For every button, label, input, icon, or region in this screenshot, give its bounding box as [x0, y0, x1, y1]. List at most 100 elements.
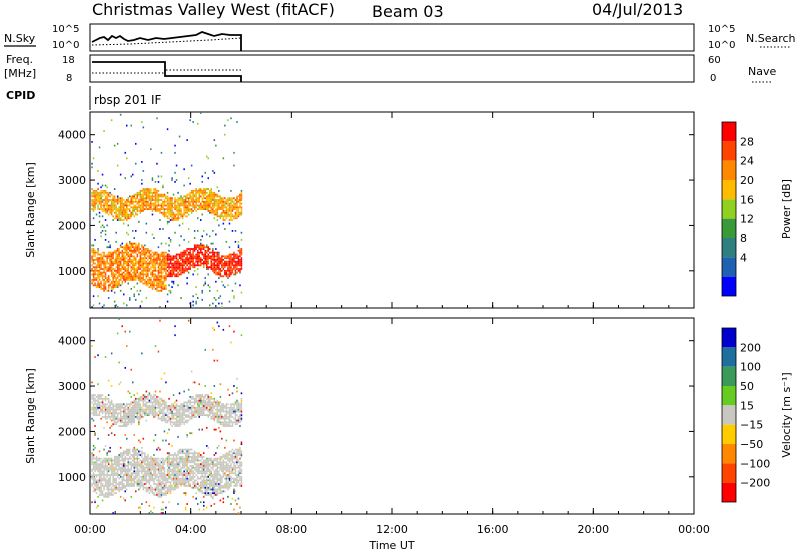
- heatmap-cell: [165, 486, 167, 489]
- heatmap-cell: [177, 412, 179, 415]
- heatmap-cell: [92, 419, 95, 422]
- heatmap-cell: [127, 224, 130, 227]
- heatmap-cell: [166, 463, 169, 466]
- heatmap-cell: [103, 466, 105, 469]
- heatmap-cell: [160, 268, 163, 270]
- heatmap-cell: [91, 191, 93, 194]
- heatmap-cell: [92, 157, 95, 160]
- freq-trace: [92, 61, 242, 82]
- heatmap-cell: [110, 211, 113, 214]
- heatmap-cell: [189, 253, 191, 256]
- heatmap-cell: [201, 399, 204, 402]
- heatmap-cell: [190, 255, 193, 258]
- heatmap-cell: [219, 215, 222, 218]
- heatmap-cell: [135, 457, 137, 460]
- heatmap-cell: [91, 452, 93, 455]
- heatmap-cell: [115, 200, 117, 203]
- heatmap-cell: [203, 486, 205, 489]
- heatmap-cell: [126, 468, 128, 471]
- heatmap-cell: [160, 377, 163, 380]
- heatmap-cell: [165, 406, 167, 409]
- heatmap-cell: [115, 213, 117, 216]
- heatmap-cell: [139, 210, 142, 212]
- heatmap-cell: [124, 410, 127, 413]
- heatmap-cell: [203, 403, 205, 406]
- heatmap-cell: [169, 477, 172, 480]
- heatmap-cell: [204, 171, 207, 174]
- heatmap-cell: [110, 490, 113, 493]
- heatmap-cell: [180, 423, 182, 426]
- heatmap-cell: [207, 268, 210, 270]
- heatmap-cell: [142, 271, 145, 274]
- heatmap-cell: [154, 190, 157, 192]
- heatmap-cell: [124, 262, 127, 265]
- heatmap-cell: [178, 459, 181, 462]
- heatmap-cell: [209, 248, 211, 250]
- heatmap-cell: [139, 403, 142, 406]
- heatmap-cell: [132, 381, 134, 384]
- heatmap-cell: [189, 448, 191, 451]
- heatmap-cell: [206, 251, 208, 254]
- heatmap-cell: [116, 257, 119, 260]
- heatmap-cell: [150, 266, 152, 269]
- heatmap-cell: [153, 472, 155, 475]
- heatmap-cell: [113, 275, 116, 278]
- heatmap-cell: [222, 210, 225, 212]
- heatmap-cell: [127, 233, 130, 236]
- heatmap-cell: [178, 202, 181, 205]
- heatmap-cell: [160, 492, 163, 495]
- heatmap-cell: [197, 410, 199, 413]
- heatmap-cell: [126, 273, 128, 276]
- heatmap-cell: [130, 199, 133, 201]
- heatmap-cell: [193, 190, 196, 192]
- heatmap-cell: [148, 255, 151, 258]
- heatmap-cell: [126, 244, 128, 247]
- heatmap-cell: [92, 271, 95, 274]
- heatmap-cell: [212, 210, 214, 212]
- heatmap-cell: [162, 202, 164, 205]
- heatmap-cell: [180, 406, 182, 409]
- heatmap-cell: [118, 271, 120, 274]
- heatmap-cell: [215, 269, 217, 272]
- heatmap-cell: [135, 200, 137, 203]
- heatmap-cell: [198, 459, 201, 462]
- heatmap-cell: [184, 408, 187, 411]
- heatmap-cell: [92, 249, 95, 252]
- heatmap-cell: [200, 264, 202, 267]
- heatmap-cell: [187, 455, 190, 458]
- heatmap-cell: [115, 199, 117, 201]
- heatmap-cell: [156, 204, 158, 207]
- heatmap-cell: [181, 251, 184, 254]
- heatmap-cell: [171, 200, 173, 203]
- heatmap-cell: [126, 208, 128, 211]
- heatmap-cell: [186, 262, 188, 265]
- heatmap-cell: [97, 486, 99, 489]
- heatmap-cell: [123, 459, 125, 462]
- heatmap-cell: [106, 197, 108, 200]
- heatmap-cell: [177, 206, 179, 209]
- heatmap-cell: [144, 259, 146, 261]
- heatmap-cell: [132, 210, 134, 212]
- heatmap-cell: [153, 483, 155, 485]
- heatmap-cell: [138, 399, 140, 402]
- heatmap-cell: [200, 206, 202, 209]
- heatmap-cell: [203, 412, 205, 415]
- heatmap-cell: [107, 470, 110, 473]
- heatmap-cell: [165, 494, 167, 496]
- heatmap-cell: [153, 191, 155, 194]
- heatmap-cell: [138, 202, 140, 205]
- heatmap-cell: [139, 197, 142, 200]
- heatmap-cell: [95, 396, 98, 398]
- heatmap-cell: [92, 193, 95, 196]
- heatmap-cell: [112, 199, 114, 201]
- heatmap-cell: [210, 260, 213, 263]
- heatmap-cell: [203, 477, 205, 480]
- heatmap-cell: [198, 190, 201, 192]
- heatmap-cell: [200, 239, 202, 241]
- heatmap-cell: [123, 470, 125, 473]
- heatmap-cell: [147, 465, 149, 467]
- heatmap-cell: [154, 488, 157, 491]
- heatmap-cell: [118, 219, 120, 221]
- heatmap-cell: [151, 486, 154, 489]
- heatmap-cell: [100, 280, 102, 283]
